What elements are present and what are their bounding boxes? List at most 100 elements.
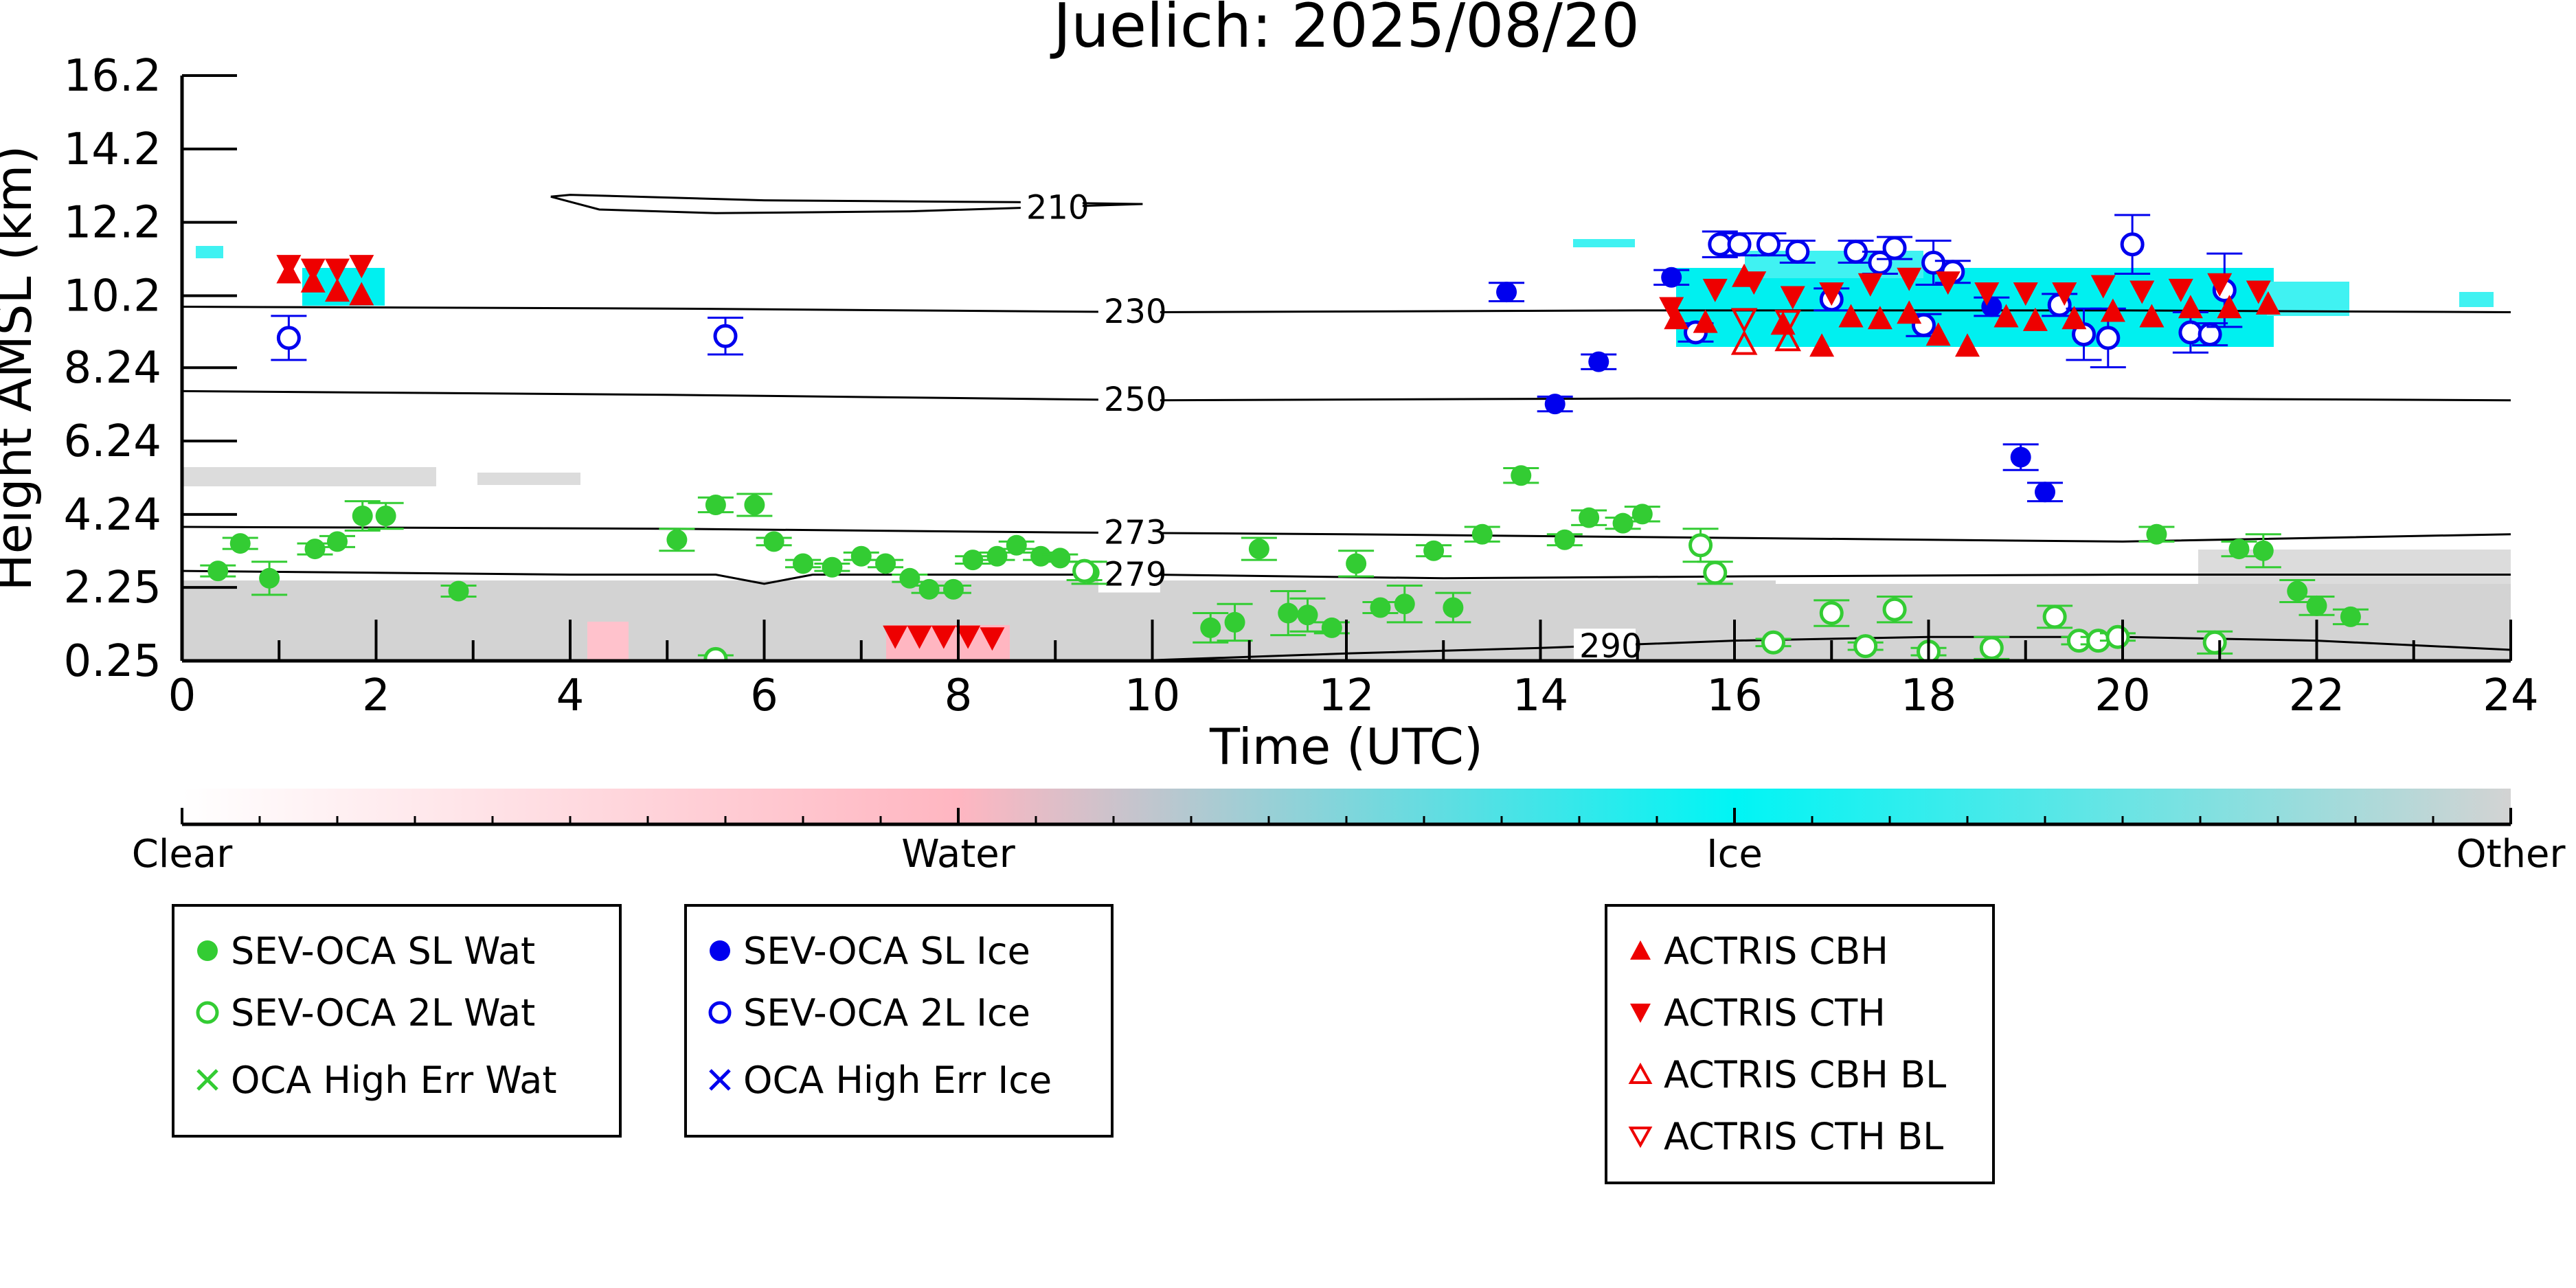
data-point: [918, 578, 940, 600]
data-point: [2340, 606, 2361, 627]
y-tick-label: 2.25: [64, 563, 162, 613]
ice-cloud-region: [196, 246, 223, 258]
legend-label: SEV-OCA 2L Wat: [231, 991, 536, 1035]
series-group: [1730, 308, 1802, 335]
open-triangle-down-marker-icon: [1628, 1127, 1653, 1149]
data-point: [2042, 605, 2067, 629]
data-point: [304, 539, 326, 560]
data-point: [956, 625, 981, 649]
contour-label: 250: [1104, 381, 1167, 419]
data-point: [300, 258, 326, 282]
data-point: [1297, 605, 1318, 626]
data-point: [907, 625, 932, 649]
data-point: [2207, 273, 2233, 297]
data-point: [2139, 304, 2165, 328]
legend-label: OCA High Err Wat: [231, 1058, 557, 1102]
legend-entry: SEV-OCA 2L Wat: [192, 991, 536, 1035]
colorbar-ticks: [181, 808, 2512, 824]
data-point: [1423, 540, 1445, 561]
data-point: [352, 506, 373, 527]
data-point: [1780, 286, 1805, 310]
data-point: [1370, 597, 1391, 618]
data-point: [1702, 278, 1728, 302]
data-point: [1974, 282, 2000, 306]
data-point: [1612, 512, 1634, 534]
data-point: [1544, 394, 1566, 415]
x-tick-label: 4: [556, 670, 585, 721]
data-point: [207, 561, 229, 582]
colorbar-label: Water: [901, 832, 1016, 877]
data-point: [2066, 629, 2091, 653]
legend-entry: SEV-OCA SL Wat: [192, 929, 535, 973]
x-tick-label: 12: [1318, 670, 1374, 721]
data-point: [2105, 624, 2130, 649]
data-point: [1200, 617, 1221, 638]
data-point: [1693, 309, 1718, 333]
midlevel-other-band: [182, 467, 436, 486]
data-point: [2010, 447, 2031, 468]
data-point: [1730, 308, 1758, 333]
data-point: [666, 529, 688, 550]
legend-entry: ACTRIS CBH BL: [1625, 1053, 1946, 1096]
series-group: [1489, 267, 2063, 503]
data-point: [850, 545, 872, 567]
open-circle-marker-icon: [196, 1001, 219, 1024]
data-point: [2168, 278, 2193, 302]
data-point: [986, 545, 1008, 567]
filled-circle-marker-icon: [710, 940, 730, 961]
data-point: [883, 625, 908, 649]
legend-label: ACTRIS CTH: [1664, 991, 1886, 1035]
data-point: [1688, 533, 1713, 558]
data-point: [822, 556, 843, 578]
colorbar: Clear Water Ice Other: [132, 789, 2566, 877]
series-group: [1730, 326, 1802, 355]
contour-label-background: [1098, 381, 1160, 418]
y-tick-label: 10.2: [64, 271, 162, 322]
x-tick-label: 6: [750, 670, 778, 721]
triangle-up-marker-icon: [1630, 940, 1651, 960]
data-point: [2197, 322, 2222, 347]
open-triangle-up-marker-icon: [1628, 1062, 1653, 1084]
data-point: [2178, 320, 2203, 345]
data-point: [793, 553, 813, 574]
contour-label-background: [1098, 515, 1160, 551]
data-point: [1925, 322, 1951, 346]
data-point: [1756, 232, 1781, 257]
x-tick-label: 2: [362, 670, 390, 721]
data-point: [705, 494, 726, 515]
y-tick-label: 4.24: [64, 490, 162, 541]
data-point: [1935, 271, 1961, 295]
contour-label: 230: [1104, 293, 1167, 331]
data-point: [1664, 306, 1689, 330]
open-circle-marker-icon: [708, 1001, 732, 1024]
x-tick-label: 14: [1513, 670, 1568, 721]
contour-label: 273: [1104, 513, 1167, 552]
data-point: [276, 255, 302, 279]
data-point: [875, 553, 896, 574]
data-point: [2146, 523, 2167, 545]
data-point: [2100, 298, 2125, 322]
data-point: [763, 531, 784, 552]
cloud-mask-layer: [182, 239, 2511, 662]
temperature-contour-line: [182, 569, 2511, 585]
data-point: [931, 625, 956, 649]
temperature-contour-line: [182, 389, 2511, 402]
data-point: [2090, 275, 2116, 299]
x-ticks: 0 2 4 6 8 10 12 14 16 18 20 22 24: [168, 620, 2539, 721]
ice-cloud-region: [1573, 239, 1635, 247]
y-tick-label: 16.2: [64, 51, 162, 102]
legend-entry: ACTRIS CBH: [1625, 929, 1888, 973]
data-point: [1882, 597, 1907, 622]
y-tick-label: 0.25: [64, 636, 162, 687]
data-point: [1072, 558, 1097, 583]
x-tick-label: 0: [168, 670, 196, 721]
midlevel-other-band: [477, 473, 580, 485]
axes: [180, 76, 2511, 663]
x-tick-label: 16: [1706, 670, 1762, 721]
data-point: [703, 646, 728, 662]
data-point: [2061, 306, 2087, 330]
data-point: [375, 506, 396, 527]
data-point: [1955, 333, 1980, 357]
data-point: [2287, 580, 2308, 602]
y-tick-label: 14.2: [64, 124, 162, 175]
